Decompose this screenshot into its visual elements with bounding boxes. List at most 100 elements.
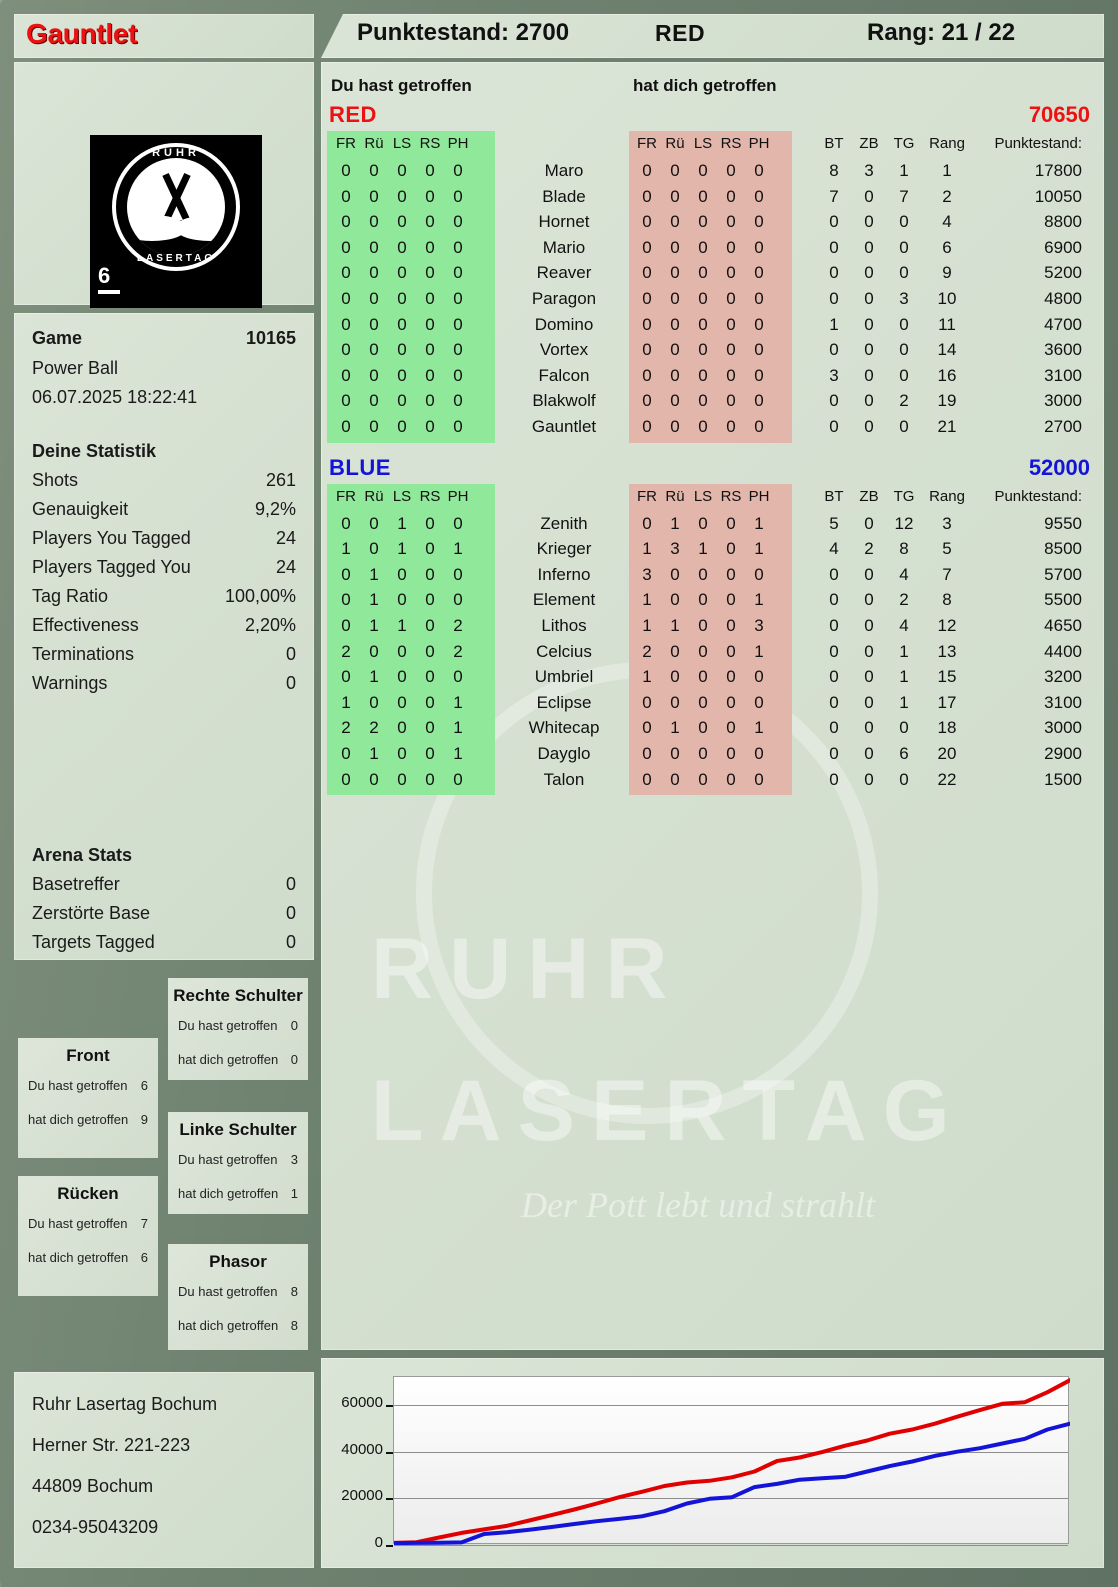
you-hit-value: 0 — [369, 186, 379, 206]
hit-you-label: hat dich getroffen — [28, 1112, 129, 1127]
you-hit-value: 0 — [397, 161, 407, 180]
tg-value: 0 — [899, 718, 909, 738]
hit-you-value: 0 — [726, 564, 736, 584]
hit-location-name: Linke Schulter — [179, 1120, 297, 1139]
you-hit-value: 1 — [369, 744, 379, 763]
you-hit-value: 0 — [425, 513, 435, 533]
extra-column-header: TG — [893, 135, 915, 152]
hit-you-value: 0 — [726, 616, 736, 635]
player-score: 3100 — [1044, 365, 1082, 385]
rank-value: 14 — [937, 340, 957, 360]
player-name: Vortex — [539, 340, 589, 360]
player-name: Krieger — [536, 539, 592, 559]
tg-value: 2 — [899, 391, 909, 411]
hit-you-value: 1 — [754, 590, 764, 610]
hit-location-name: Rechte Schulter — [173, 986, 303, 1005]
hit-you-value: 8 — [290, 1318, 298, 1333]
hit-you-value: 0 — [726, 314, 736, 334]
tg-value: 0 — [899, 769, 909, 789]
hit-location-name: Rücken — [57, 1184, 119, 1203]
you-hit-value: 0 — [369, 692, 379, 712]
bt-value: 0 — [829, 590, 839, 610]
you-hit-value: 0 — [369, 641, 379, 661]
you-hit-value: 0 — [369, 365, 379, 385]
player-name: Element — [532, 590, 596, 610]
rank-value: 9 — [942, 263, 952, 283]
player-score: 3000 — [1044, 718, 1082, 738]
address-line: 44809 Bochum — [32, 1476, 154, 1496]
score-label: Punktestand: 2700 — [357, 19, 570, 46]
player-score: 6900 — [1044, 237, 1082, 257]
player-name: Paragon — [531, 289, 597, 308]
game-datetime-row: 06.07.2025 18:22:41 — [32, 387, 296, 416]
ruhr-lasertag-logo-icon: RUHR LASERTAG 6 — [90, 135, 262, 308]
stat-value: 2,20% — [244, 615, 296, 635]
hit-you-value: 0 — [670, 590, 680, 610]
you-hit-value: 0 — [369, 391, 379, 411]
zb-value: 0 — [864, 641, 874, 661]
hit-you-value: 0 — [670, 641, 680, 661]
player-name: Whitecap — [528, 718, 600, 738]
player-name: Hornet — [538, 212, 590, 232]
you-hit-value: 1 — [453, 692, 463, 712]
hit-you-label: hat dich getroffen — [178, 1052, 279, 1067]
player-name: Eclipse — [536, 692, 592, 712]
player-score: 17800 — [1034, 161, 1082, 180]
tg-value: 1 — [899, 692, 909, 712]
you-hit-value: 3 — [290, 1152, 298, 1167]
game-id-value: 10165 — [245, 328, 296, 348]
hit-you-value: 0 — [642, 744, 652, 763]
hit-you-value: 0 — [698, 769, 708, 789]
player-score: 4800 — [1044, 289, 1082, 308]
player-name: Gauntlet — [531, 417, 597, 436]
extra-column-header: TG — [893, 487, 915, 505]
you-hit-value: 0 — [397, 314, 407, 334]
you-hit-value: 1 — [453, 744, 463, 763]
hit-you-value: 0 — [642, 289, 652, 308]
rank-value: 6 — [942, 237, 952, 257]
you-hit-value: 0 — [425, 744, 435, 763]
you-hit-value: 0 — [341, 212, 351, 232]
player-score: 3600 — [1044, 340, 1082, 360]
logo-badge-bar — [98, 290, 120, 294]
you-hit-value: 0 — [397, 340, 407, 360]
personal-stats-title: Deine Statistik — [32, 441, 296, 470]
hit-you-column-header: Rü — [665, 135, 685, 152]
extra-column-header: BT — [824, 135, 844, 152]
chart-y-tick-label: 40000 — [341, 1440, 383, 1458]
score-progress-chart: 0 20000 40000 60000 — [321, 1358, 1104, 1568]
logo-disc — [127, 158, 225, 256]
you-hit-value: 0 — [397, 667, 407, 687]
rank-value: 1 — [942, 161, 952, 180]
player-score: 4700 — [1044, 314, 1082, 334]
hit-you-value: 0 — [642, 769, 652, 789]
you-hit-value: 0 — [397, 718, 407, 738]
hit-you-value: 3 — [754, 616, 764, 635]
bt-value: 3 — [829, 365, 839, 385]
hit-you-value: 0 — [642, 513, 652, 533]
stat-label: Genauigkeit — [32, 499, 129, 519]
you-hit-value: 0 — [397, 365, 407, 385]
zb-value: 0 — [864, 289, 874, 308]
you-hit-value: 0 — [425, 692, 435, 712]
bt-value: 0 — [829, 692, 839, 712]
bt-value: 7 — [829, 186, 839, 206]
zb-value: 0 — [864, 667, 874, 687]
hit-you-value: 0 — [698, 289, 708, 308]
you-hit-value: 0 — [369, 314, 379, 334]
bt-value: 0 — [829, 263, 839, 283]
you-hit-zone-block — [327, 483, 495, 796]
hit-you-column-header: RS — [720, 487, 742, 505]
hit-you-value: 0 — [754, 365, 764, 385]
watermark-line3: Der Pott lebt und strahlt — [521, 1185, 875, 1225]
rank-value: 19 — [937, 391, 957, 411]
player-score: 9550 — [1044, 513, 1082, 533]
you-hit-label: Du hast getroffen — [178, 1018, 278, 1033]
logo-panel: RUHR LASERTAG 6 — [14, 62, 314, 308]
hit-you-value: 0 — [726, 391, 736, 411]
extra-column-header: BT — [824, 487, 844, 505]
stat-value: 24 — [275, 557, 296, 577]
hit-you-value: 0 — [754, 289, 764, 308]
address-line: Herner Str. 221-223 — [32, 1435, 191, 1455]
hit-you-value: 0 — [642, 365, 652, 385]
